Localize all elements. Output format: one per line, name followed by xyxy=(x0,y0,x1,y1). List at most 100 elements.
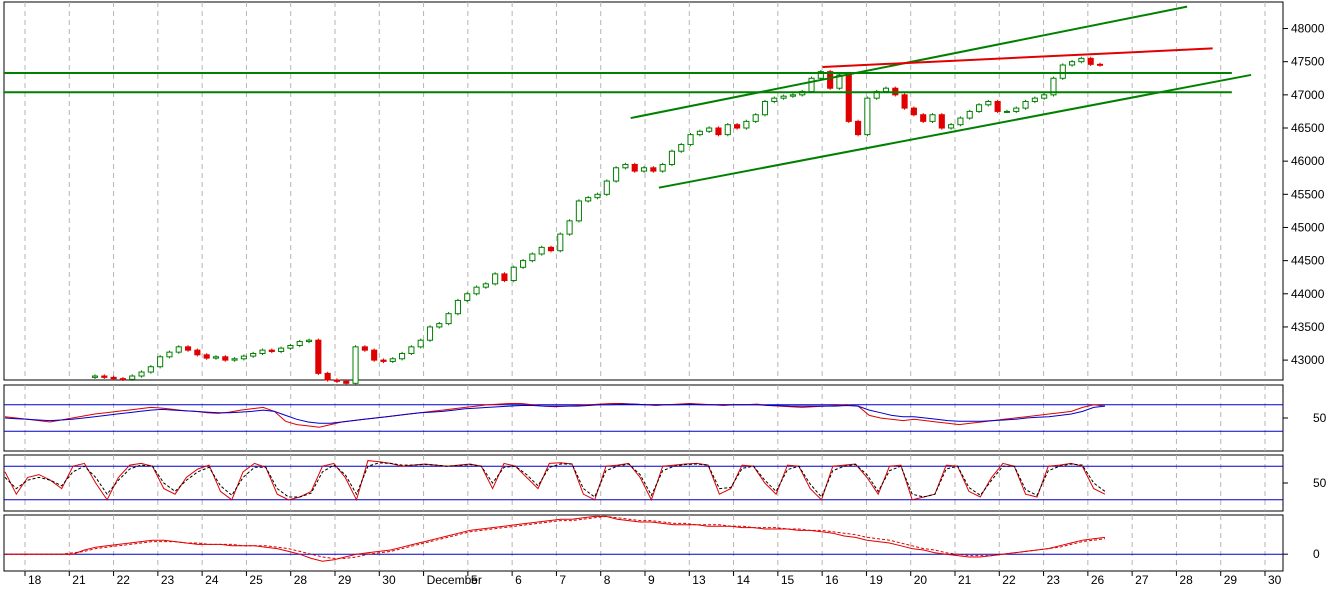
candle-body xyxy=(212,356,220,359)
candle-body xyxy=(603,180,610,195)
candle-body xyxy=(380,359,387,362)
candle-body xyxy=(687,134,694,146)
candle-body xyxy=(464,293,471,301)
y-tick-label: 43000 xyxy=(1291,353,1325,367)
candle-body xyxy=(668,150,676,165)
x-tick-label: 28 xyxy=(294,573,308,587)
candle-body xyxy=(1078,57,1085,63)
x-tick-label: 29 xyxy=(338,573,352,587)
candle-body xyxy=(231,358,238,361)
candle-body xyxy=(473,286,480,295)
candle-body xyxy=(1003,110,1011,113)
candle-body xyxy=(780,95,787,99)
x-tick-label: 22 xyxy=(117,573,131,587)
candle-body xyxy=(333,379,341,382)
candle-body xyxy=(147,366,154,373)
series-line xyxy=(4,460,1106,502)
x-tick-label: 30 xyxy=(382,573,396,587)
candle-body xyxy=(640,167,648,172)
candle-body xyxy=(631,163,638,172)
candle-body xyxy=(110,376,117,380)
candle-body xyxy=(557,233,564,252)
candle-body xyxy=(538,246,545,255)
x-tick-label: 27 xyxy=(1135,573,1149,587)
candle-body xyxy=(547,246,555,252)
candle-body xyxy=(166,351,173,358)
x-tick-label: 28 xyxy=(1179,573,1193,587)
candle-body xyxy=(1013,107,1020,112)
candle-body xyxy=(613,167,620,182)
y-tick-label: 47000 xyxy=(1291,88,1325,102)
candle-body xyxy=(389,358,396,362)
candle-body xyxy=(1059,64,1066,79)
candle-body xyxy=(566,220,573,235)
y-tick-label: 0 xyxy=(1313,547,1320,561)
candle-body xyxy=(203,354,210,359)
candle-body xyxy=(836,74,843,89)
series-line xyxy=(5,515,1106,562)
candle-body xyxy=(966,110,973,119)
y-tick-label: 50 xyxy=(1313,476,1327,490)
candle-body xyxy=(352,346,359,384)
candle-body xyxy=(650,167,657,172)
candle-body xyxy=(501,273,508,282)
x-tick-label: 6 xyxy=(515,573,522,587)
series-line xyxy=(4,403,1106,424)
candle-body xyxy=(250,352,257,357)
candle-body xyxy=(343,380,350,384)
candle-body xyxy=(789,94,796,97)
candle-body xyxy=(957,117,964,126)
candle-body xyxy=(594,193,601,199)
candle-body xyxy=(222,356,229,361)
x-tick-label: 22 xyxy=(1002,573,1016,587)
candle-body xyxy=(519,260,527,268)
x-tick-label: 26 xyxy=(1091,573,1105,587)
x-tick-label: December xyxy=(427,573,482,587)
x-tick-label: 19 xyxy=(869,573,883,587)
candle-body xyxy=(994,100,1001,112)
candle-body xyxy=(268,349,275,352)
candle-body xyxy=(1031,97,1038,102)
candle-body xyxy=(194,349,201,356)
candle-body xyxy=(184,346,192,351)
candle-body xyxy=(510,266,517,282)
candle-body xyxy=(827,71,834,89)
candle-body xyxy=(724,124,731,136)
x-tick-label: 14 xyxy=(737,573,751,587)
trendline-channel-lower xyxy=(658,73,1252,189)
candle-body xyxy=(920,114,927,122)
candle-body xyxy=(622,163,629,169)
candle-body xyxy=(426,326,434,341)
panel-frame-2 xyxy=(3,384,1284,452)
candle-body xyxy=(408,346,415,354)
series-line xyxy=(5,515,1106,559)
candle-body xyxy=(817,71,824,79)
candle-body xyxy=(771,97,778,102)
candle-body xyxy=(948,124,955,129)
candle-body xyxy=(305,339,313,343)
x-tick-label: 13 xyxy=(692,573,706,587)
candle-body xyxy=(882,87,890,93)
candle-body xyxy=(138,371,145,377)
y-tick-label: 48000 xyxy=(1291,22,1325,36)
candle-body xyxy=(119,378,126,381)
candle-body xyxy=(278,347,285,352)
candle-body xyxy=(361,346,368,351)
x-tick-label: 29 xyxy=(1224,573,1238,587)
x-tick-label: 21 xyxy=(72,573,86,587)
candle-body xyxy=(129,375,136,380)
x-tick-label: 15 xyxy=(781,573,795,587)
candle-body xyxy=(101,375,108,378)
candle-body xyxy=(1041,94,1048,99)
x-tick-label: 23 xyxy=(1047,573,1061,587)
candle-body xyxy=(743,120,750,129)
candle-body xyxy=(1096,63,1104,66)
candle-body xyxy=(845,74,852,122)
candle-body xyxy=(975,104,983,112)
candle-body xyxy=(929,114,936,122)
candle-body xyxy=(157,356,164,368)
y-tick-label: 46000 xyxy=(1291,154,1325,168)
x-tick-label: 16 xyxy=(825,573,839,587)
candle-body xyxy=(1050,77,1057,96)
candle-body xyxy=(752,114,759,122)
